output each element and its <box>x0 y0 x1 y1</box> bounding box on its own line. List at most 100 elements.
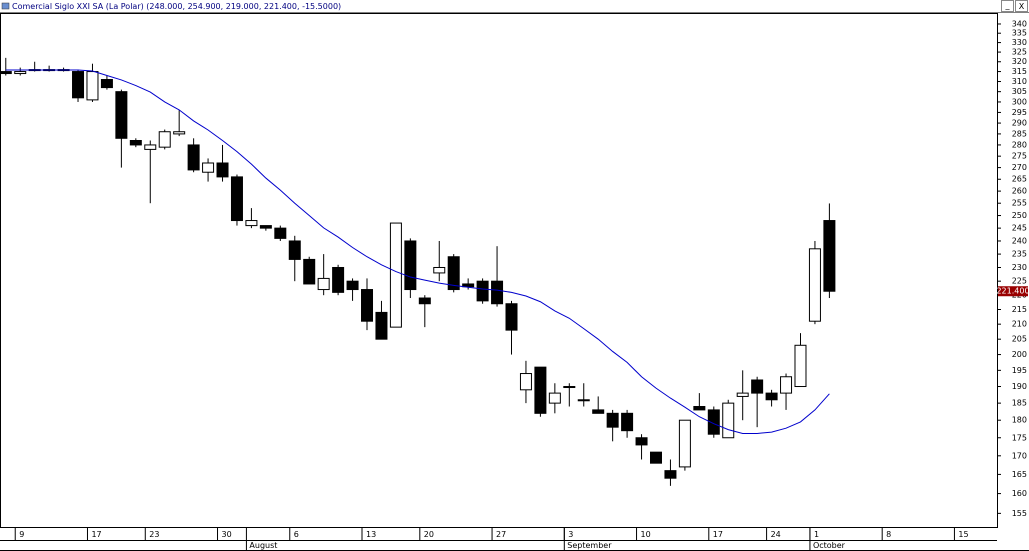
y-tick-label: 335 <box>1012 29 1027 38</box>
candle-body <box>563 386 576 389</box>
close-button[interactable] <box>1015 0 1028 12</box>
candle-body <box>751 379 764 394</box>
y-tick-label: 285 <box>1012 129 1027 138</box>
candle-body <box>592 409 605 414</box>
y-tick-label: 160 <box>1012 489 1027 498</box>
candle-body <box>722 402 735 439</box>
candle-body <box>317 277 330 291</box>
y-tick-label: 240 <box>1012 236 1027 245</box>
y-tick-label: 290 <box>1012 119 1027 128</box>
candle-body <box>274 227 287 239</box>
y-tick-label: 245 <box>1012 224 1027 233</box>
y-tick-label: 265 <box>1012 175 1027 184</box>
last-price-label: 221.400 <box>996 287 1029 296</box>
y-tick-label: 300 <box>1012 97 1027 106</box>
y-tick-label: 260 <box>1012 187 1027 196</box>
x-tick-label: 30 <box>222 530 232 539</box>
candle-body <box>245 220 258 227</box>
candle-body <box>288 240 301 260</box>
candle-body <box>129 140 142 146</box>
y-tick-label: 185 <box>1012 399 1027 408</box>
candle-body <box>693 406 706 411</box>
last-price-box <box>998 286 1028 297</box>
plot-frame <box>0 13 998 528</box>
candle-body <box>144 144 157 150</box>
candle-body <box>389 222 402 328</box>
candle-body <box>462 283 475 288</box>
y-tick-label: 200 <box>1012 350 1027 359</box>
y-tick-label: 195 <box>1012 366 1027 375</box>
candle-body <box>230 176 243 222</box>
y-tick-label: 320 <box>1012 57 1027 66</box>
month-label: August <box>249 541 277 550</box>
candle-body <box>621 412 634 432</box>
candle-body <box>505 303 518 331</box>
candle-body <box>216 162 229 178</box>
candle-body <box>361 289 374 322</box>
x-tick-label: 3 <box>568 530 573 539</box>
candle-body <box>534 366 547 414</box>
x-tick-label: 24 <box>771 530 781 539</box>
y-tick-label: 225 <box>1012 277 1027 286</box>
y-tick-label: 210 <box>1012 320 1027 329</box>
y-tick-label: 280 <box>1012 140 1027 149</box>
x-tick-label: 20 <box>424 530 434 539</box>
candle-body <box>187 144 200 171</box>
x-tick-label: 1 <box>814 530 819 539</box>
candle-body <box>346 280 359 291</box>
candle-body <box>404 240 417 291</box>
x-tick-label: 6 <box>294 530 299 539</box>
candle-body <box>707 409 720 435</box>
x-tick-label: 13 <box>366 530 376 539</box>
x-tick-label: 10 <box>641 530 651 539</box>
candle-body <box>447 256 460 291</box>
candle-body <box>548 392 561 404</box>
candle-body <box>491 280 504 305</box>
candle-body <box>476 280 489 302</box>
candle-body <box>780 376 793 394</box>
y-tick-label: 325 <box>1012 48 1027 57</box>
candle-body <box>765 392 778 401</box>
x-tick-label: 9 <box>19 530 24 539</box>
y-tick-label: 330 <box>1012 38 1027 47</box>
candle-body <box>606 412 619 428</box>
y-tick-label: 165 <box>1012 470 1027 479</box>
candle-body <box>418 297 431 305</box>
y-tick-label: 270 <box>1012 163 1027 172</box>
x-tick-label: 8 <box>886 530 891 539</box>
candle-body <box>115 91 128 139</box>
y-tick-label: 235 <box>1012 250 1027 259</box>
y-tick-label: 255 <box>1012 199 1027 208</box>
y-tick-label: 230 <box>1012 263 1027 272</box>
moving-average-line <box>5 69 830 434</box>
minimize-label[interactable]: _ <box>1005 1 1011 10</box>
candle-body <box>794 344 807 388</box>
y-tick-label: 250 <box>1012 211 1027 220</box>
candle-body <box>664 470 677 479</box>
candle-body <box>100 79 113 89</box>
y-tick-label: 310 <box>1012 77 1027 86</box>
minimize-button[interactable] <box>1001 0 1014 12</box>
y-tick-label: 155 <box>1012 509 1027 518</box>
candle-body <box>202 162 215 173</box>
month-label: September <box>567 541 612 550</box>
candle-body <box>823 220 836 292</box>
y-tick-label: 340 <box>1012 19 1027 28</box>
candle-body <box>736 392 749 397</box>
candle-body <box>433 266 446 274</box>
candle-body <box>72 71 85 99</box>
candle-body <box>649 451 662 464</box>
x-tick-label: 17 <box>713 530 723 539</box>
x-tick-label: 23 <box>149 530 159 539</box>
close-label[interactable]: X <box>1019 2 1025 11</box>
candle-body <box>303 258 316 285</box>
candle-body <box>808 248 821 322</box>
candle-body <box>259 225 272 229</box>
y-tick-label: 315 <box>1012 67 1027 76</box>
candle-body <box>678 419 691 468</box>
x-tick-label: 27 <box>496 530 506 539</box>
y-tick-label: 170 <box>1012 451 1027 460</box>
candle-body <box>375 311 388 340</box>
candle-body <box>14 71 27 75</box>
